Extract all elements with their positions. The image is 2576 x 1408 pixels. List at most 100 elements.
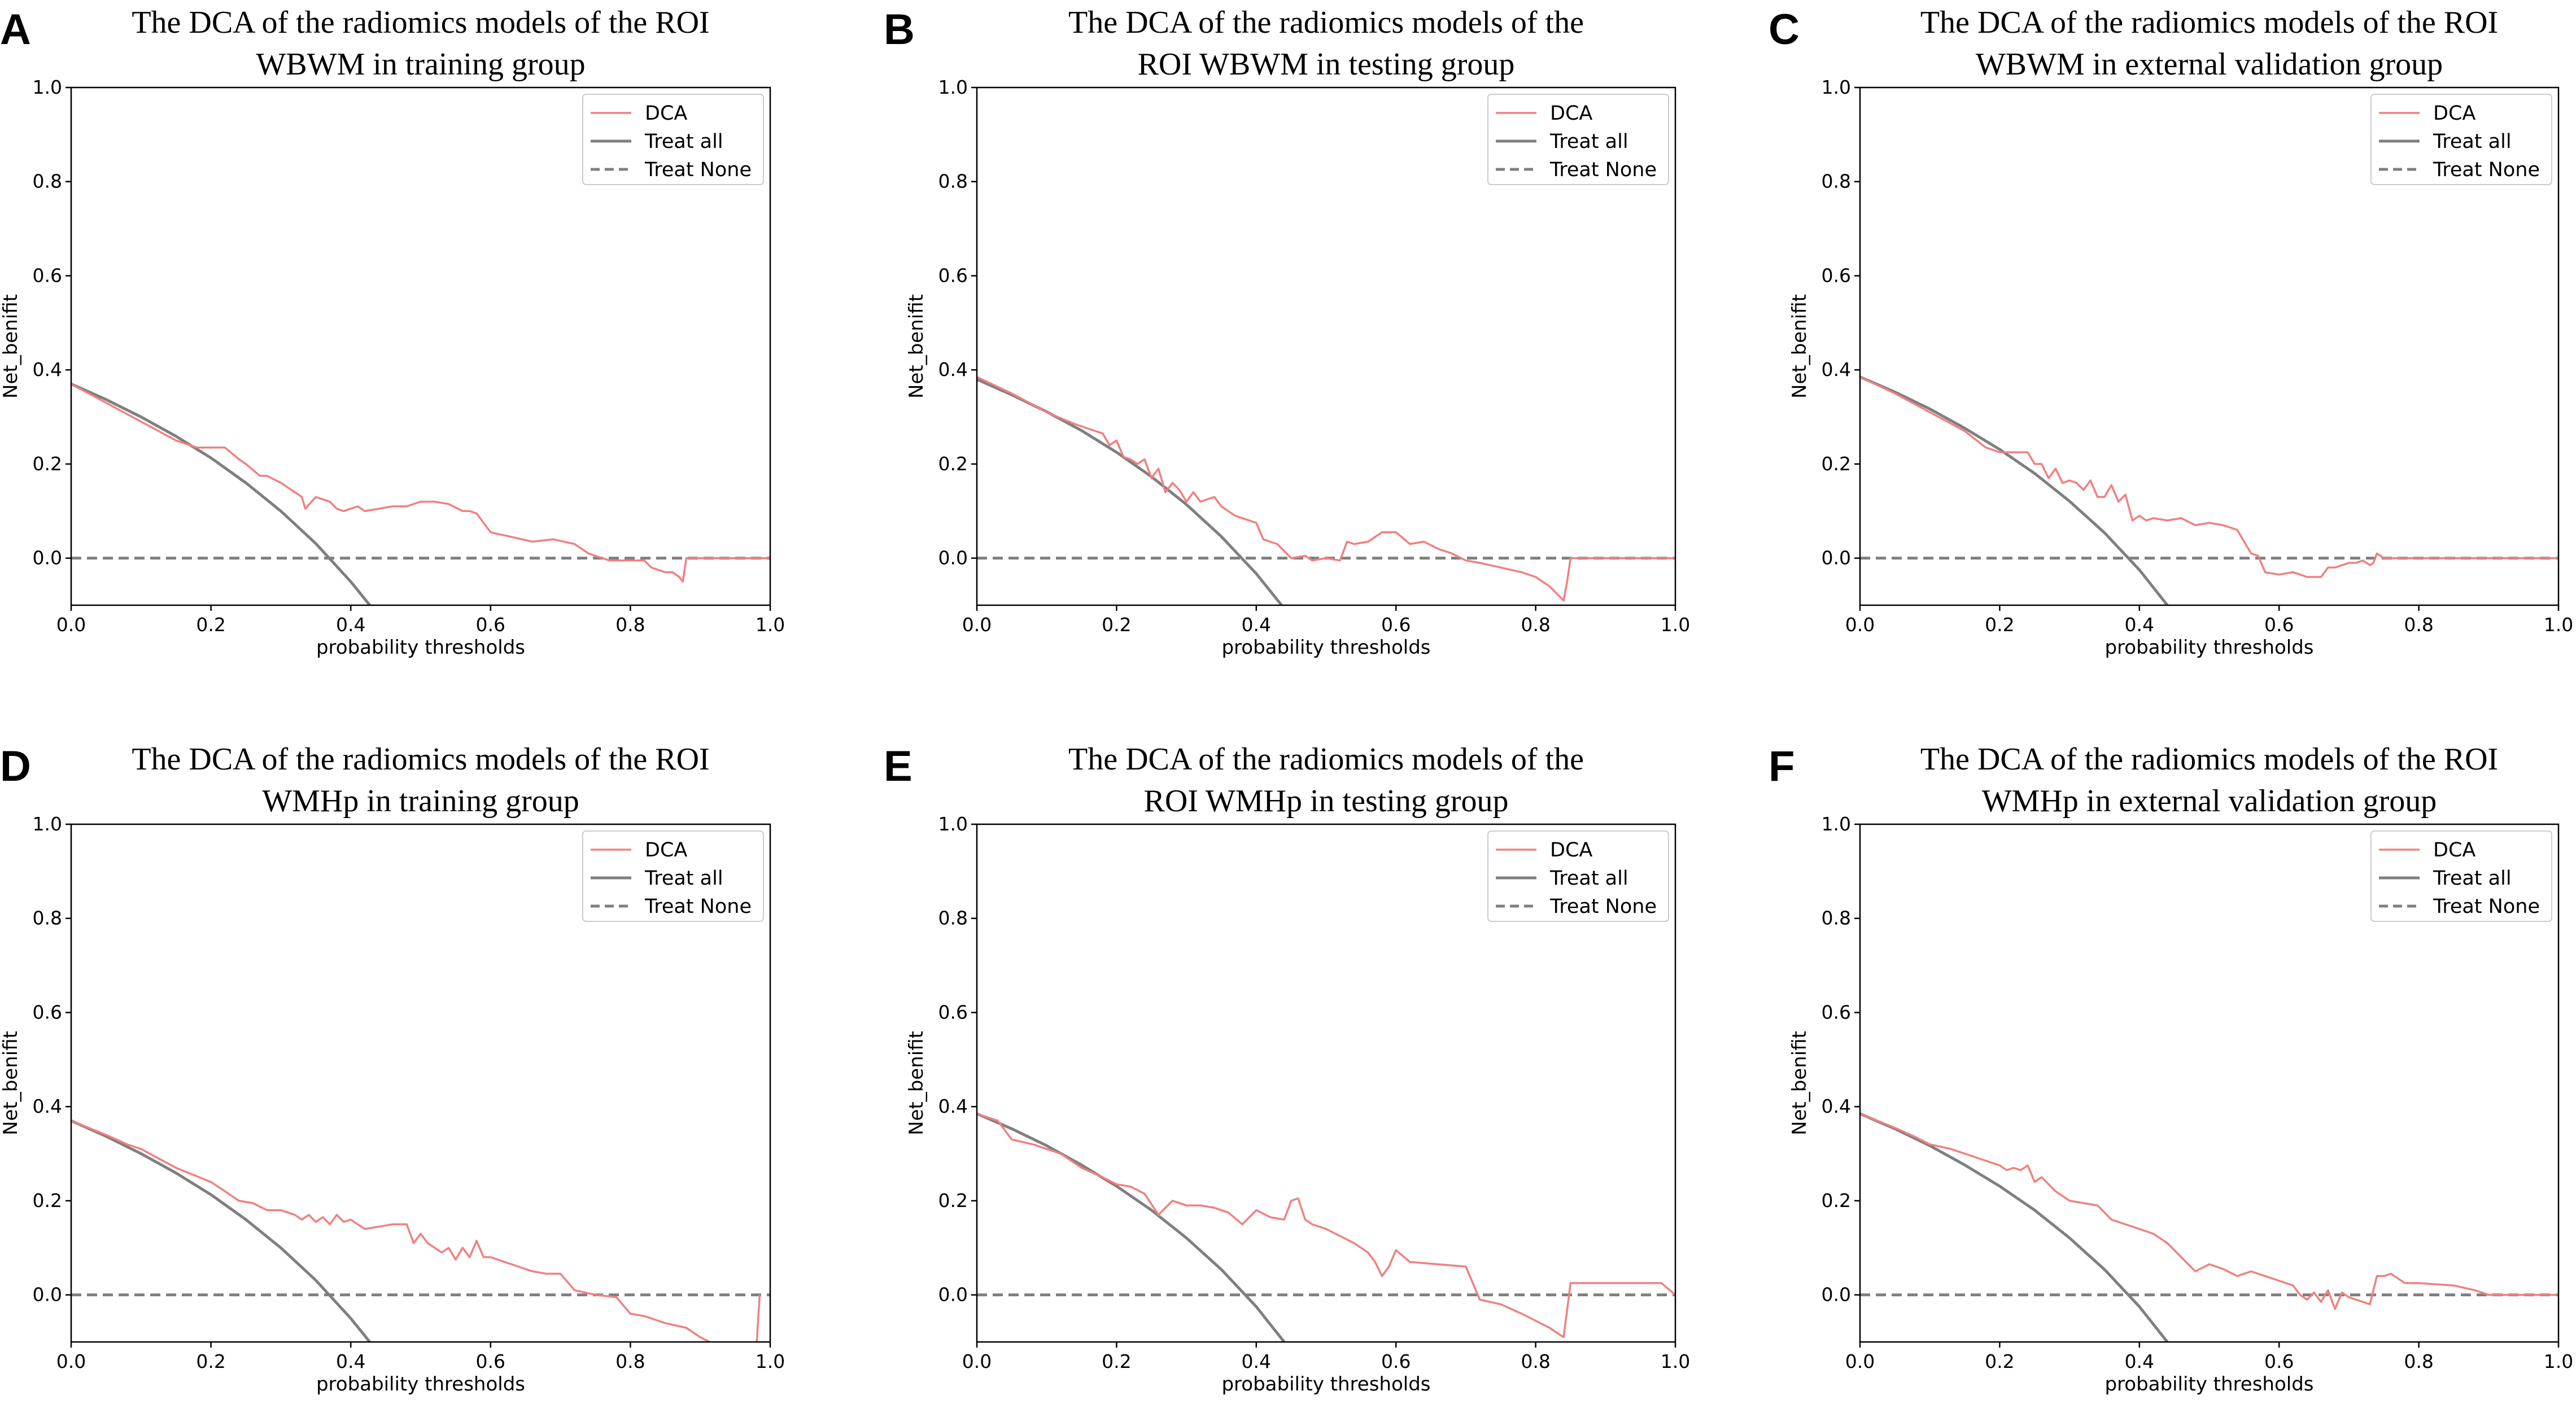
panel-letter: A: [0, 6, 31, 54]
legend-label: DCA: [645, 839, 687, 862]
x-tick-label: 0.0: [962, 614, 992, 636]
legend-box: [1487, 94, 1669, 185]
legend-label: DCA: [1550, 102, 1592, 125]
chart-title-line: The DCA of the radiomics models of the: [1068, 5, 1584, 40]
y-tick-label: 0.4: [1822, 1095, 1851, 1117]
y-tick-label: 0.0: [33, 547, 62, 569]
x-tick-label: 0.0: [1845, 1350, 1875, 1372]
chart-panel-e: E The DCA of the radiomics models of the R…: [884, 742, 1690, 1396]
series-line-treat-all: [1860, 1112, 2169, 1342]
chart-title-line: WBWM in training group: [256, 47, 585, 82]
x-tick-label: 0.2: [1102, 1350, 1131, 1372]
legend-label: Treat None: [1549, 895, 1657, 918]
x-axis-label: probability thresholds: [2105, 1373, 2313, 1396]
chart-title-line: The DCA of the radiomics models of the: [1068, 742, 1584, 777]
legend-label: Treat all: [2433, 130, 2512, 153]
y-tick-label: 0.8: [33, 907, 62, 929]
x-tick-label: 0.8: [615, 614, 645, 636]
y-axis-label: Net_benifit: [1788, 1031, 1811, 1135]
legend-label: DCA: [2433, 839, 2475, 862]
x-tick-label: 0.4: [1242, 614, 1271, 636]
x-tick-label: 0.2: [196, 1350, 225, 1372]
y-tick-label: 1.0: [938, 76, 968, 98]
x-tick-label: 0.6: [1381, 614, 1411, 636]
legend-label: DCA: [1550, 839, 1592, 862]
chart-title-line: The DCA of the radiomics models of the R…: [1920, 742, 2498, 777]
x-tick-label: 0.2: [196, 614, 225, 636]
y-tick-label: 0.8: [938, 170, 968, 193]
x-tick-label: 0.4: [2125, 614, 2154, 636]
chart-title-line: The DCA of the radiomics models of the R…: [132, 742, 709, 777]
x-tick-label: 0.4: [336, 1350, 365, 1372]
y-tick-label: 1.0: [33, 76, 62, 98]
y-tick-label: 0.6: [1822, 1001, 1851, 1023]
legend-box: [582, 830, 764, 922]
x-tick-label: 0.2: [1985, 614, 2014, 636]
y-tick-label: 0.6: [1822, 264, 1851, 286]
x-axis-label: probability thresholds: [1221, 1373, 1430, 1396]
x-tick-label: 1.0: [2544, 614, 2573, 636]
legend-label: Treat None: [2433, 895, 2540, 918]
x-tick-label: 0.8: [615, 1350, 645, 1372]
legend-box: [2370, 94, 2552, 185]
x-tick-label: 0.4: [2125, 1350, 2154, 1372]
x-tick-label: 0.6: [1381, 1350, 1411, 1372]
x-tick-label: 1.0: [2544, 1350, 2573, 1372]
y-tick-label: 0.8: [938, 907, 968, 929]
y-tick-label: 0.0: [938, 547, 968, 569]
x-tick-label: 1.0: [1661, 614, 1690, 636]
y-axis-label: Net_benifit: [905, 294, 928, 399]
x-tick-label: 0.6: [476, 614, 505, 636]
y-tick-label: 0.6: [938, 264, 968, 286]
y-tick-label: 0.4: [938, 1095, 968, 1117]
x-tick-label: 0.4: [1242, 1350, 1271, 1372]
y-tick-label: 0.4: [1822, 358, 1851, 381]
series-line-dca: [977, 376, 1675, 602]
panel-letter: E: [884, 742, 912, 790]
series-line-treat-all: [977, 1112, 1286, 1342]
chart-title-line: WBWM in external validation group: [1976, 47, 2443, 82]
panel-letter: F: [1769, 742, 1795, 790]
axes-frame: [1859, 823, 2560, 1343]
chart-title-line: The DCA of the radiomics models of the R…: [132, 5, 709, 40]
x-tick-label: 0.0: [1845, 614, 1875, 636]
x-axis-label: probability thresholds: [1221, 636, 1430, 659]
y-tick-label: 0.8: [1822, 907, 1851, 929]
axes-frame: [976, 823, 1676, 1343]
chart-panel-d: D The DCA of the radiomics models of the …: [0, 742, 785, 1396]
x-tick-label: 0.6: [2264, 1350, 2294, 1372]
panel-letter: D: [0, 742, 31, 790]
x-tick-label: 0.8: [2404, 614, 2433, 636]
y-axis-label: Net_benifit: [0, 294, 22, 399]
legend-label: Treat None: [2433, 159, 2540, 181]
chart-title-line: The DCA of the radiomics models of the R…: [1920, 5, 2498, 40]
legend-label: Treat all: [644, 867, 723, 890]
x-tick-label: 0.2: [1985, 1350, 2014, 1372]
x-axis-label: probability thresholds: [316, 636, 525, 659]
x-tick-label: 0.4: [336, 614, 365, 636]
y-tick-label: 0.4: [938, 358, 968, 381]
x-axis-label: probability thresholds: [316, 1373, 525, 1396]
legend-label: Treat all: [2433, 867, 2512, 890]
legend-label: Treat None: [644, 159, 752, 181]
chart-panel-b: B The DCA of the radiomics models of the R…: [884, 5, 1690, 659]
x-tick-label: 0.6: [2264, 614, 2294, 636]
axes-frame: [976, 86, 1676, 606]
legend-label: Treat all: [1549, 130, 1628, 153]
series-line-dca: [1860, 1113, 2558, 1310]
chart-title-line: ROI WBWM in testing group: [1138, 47, 1515, 82]
x-tick-label: 0.0: [56, 1350, 86, 1372]
series-line-treat-all: [977, 378, 1283, 605]
x-axis-label: probability thresholds: [2105, 636, 2313, 659]
y-tick-label: 1.0: [1822, 76, 1851, 98]
y-tick-label: 0.2: [33, 1190, 62, 1212]
y-tick-label: 0.6: [33, 1001, 62, 1023]
legend-box: [582, 94, 764, 185]
y-tick-label: 0.0: [1822, 1284, 1851, 1306]
legend-label: DCA: [645, 102, 687, 125]
y-tick-label: 1.0: [33, 813, 62, 835]
y-tick-label: 1.0: [1822, 813, 1851, 835]
y-axis-label: Net_benifit: [905, 1031, 928, 1135]
legend-label: Treat all: [644, 130, 723, 153]
y-tick-label: 1.0: [938, 813, 968, 835]
